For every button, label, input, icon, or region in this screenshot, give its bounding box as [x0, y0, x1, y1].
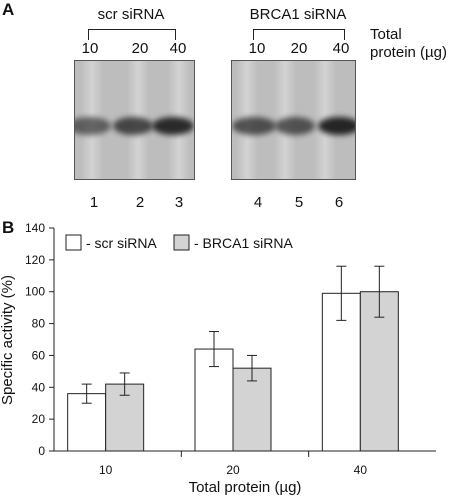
lane-number: 6	[334, 194, 344, 211]
lane-number: 5	[294, 194, 304, 211]
y-tick-label: 40	[32, 380, 46, 394]
blot-band	[275, 117, 315, 135]
load-label: 20	[290, 40, 308, 57]
blot-band	[318, 117, 355, 135]
load-label: 40	[332, 40, 350, 57]
group-bracket-brca1	[253, 29, 345, 40]
legend-swatch-brca1	[173, 234, 190, 251]
load-label: 40	[169, 40, 187, 57]
bar	[359, 291, 399, 452]
panel-a-label: A	[2, 0, 15, 19]
blot-band	[75, 117, 111, 135]
legend-label-brca1: - BRCA1 siRNA	[194, 235, 293, 251]
blot-band	[152, 117, 194, 135]
bar	[232, 367, 272, 452]
load-label: 20	[131, 40, 149, 57]
lane-number: 4	[253, 194, 263, 211]
y-tick-label: 140	[25, 221, 45, 235]
group-bracket-scr	[88, 29, 176, 40]
y-tick-label: 60	[32, 348, 46, 362]
x-axis-label: Total protein (µg)	[189, 479, 302, 496]
blot-band	[232, 117, 276, 135]
group-label-scr: scr siRNA	[97, 6, 165, 23]
panel-b-label: B	[2, 218, 15, 237]
blot-band	[113, 117, 153, 135]
load-label: 10	[81, 40, 99, 57]
x-tick-label: 10	[99, 463, 113, 477]
protein-label-line2: protein (µg)	[370, 44, 448, 61]
y-tick-label: 100	[25, 285, 45, 299]
y-tick-label: 20	[32, 412, 46, 426]
x-tick-label: 20	[226, 463, 240, 477]
x-tick-label: 40	[354, 463, 368, 477]
lane-number: 3	[174, 194, 184, 211]
blot-right	[231, 60, 356, 180]
load-label: 10	[248, 40, 266, 57]
protein-label-line1: Total	[370, 26, 402, 43]
y-tick-label: 0	[38, 444, 45, 458]
y-tick-label: 120	[25, 253, 45, 267]
legend-swatch-scr	[65, 234, 82, 251]
lane-number: 2	[135, 194, 145, 211]
y-axis-label: Specific activity (%)	[0, 275, 16, 405]
legend: - scr siRNA - BRCA1 siRNA	[65, 234, 293, 251]
lane-number: 1	[89, 194, 99, 211]
blot-left	[74, 60, 195, 180]
group-label-brca1: BRCA1 siRNA	[249, 6, 347, 23]
legend-label-scr: - scr siRNA	[86, 235, 157, 251]
y-tick-label: 80	[32, 317, 46, 331]
